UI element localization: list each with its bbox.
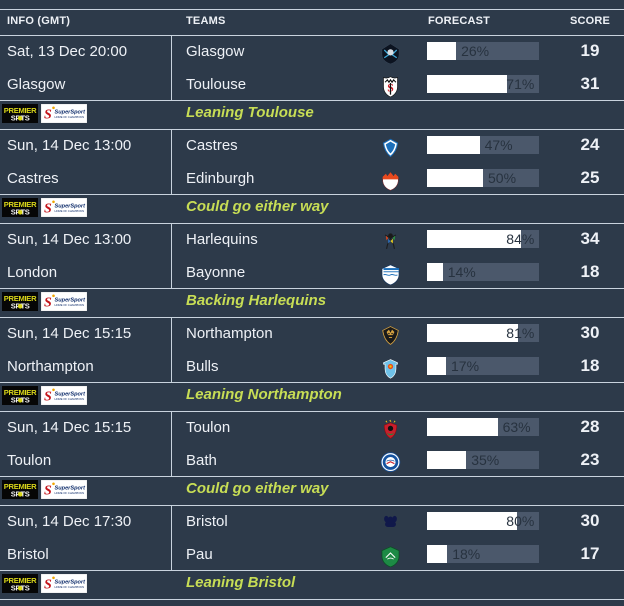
svg-text:SuperSport: SuperSport — [55, 580, 87, 586]
svg-text:TS: TS — [20, 396, 29, 405]
svg-text:TS: TS — [20, 584, 29, 593]
svg-text:HOME OF CHAMPIONS: HOME OF CHAMPIONS — [55, 303, 85, 307]
svg-text:SuperSport: SuperSport — [55, 392, 87, 398]
svg-text:HOME OF CHAMPIONS: HOME OF CHAMPIONS — [55, 397, 85, 401]
svg-text:SuperSport: SuperSport — [55, 110, 87, 116]
svg-text:S: S — [44, 390, 52, 405]
svg-text:HOME OF CHAMPIONS: HOME OF CHAMPIONS — [55, 585, 85, 589]
svg-text:S: S — [44, 578, 52, 593]
svg-text:S: S — [44, 202, 52, 217]
svg-text:TS: TS — [20, 302, 29, 311]
svg-text:TS: TS — [20, 208, 29, 217]
svg-text:TS: TS — [20, 114, 29, 123]
svg-text:HOME OF CHAMPIONS: HOME OF CHAMPIONS — [55, 491, 85, 495]
svg-text:HOME OF CHAMPIONS: HOME OF CHAMPIONS — [55, 209, 85, 213]
svg-text:S: S — [44, 296, 52, 311]
svg-text:S: S — [44, 108, 52, 123]
svg-text:TS: TS — [20, 490, 29, 499]
svg-text:SuperSport: SuperSport — [55, 486, 87, 492]
svg-text:S: S — [44, 484, 52, 499]
svg-text:SuperSport: SuperSport — [55, 298, 87, 304]
svg-text:SuperSport: SuperSport — [55, 204, 87, 210]
svg-text:HOME OF CHAMPIONS: HOME OF CHAMPIONS — [55, 115, 85, 119]
